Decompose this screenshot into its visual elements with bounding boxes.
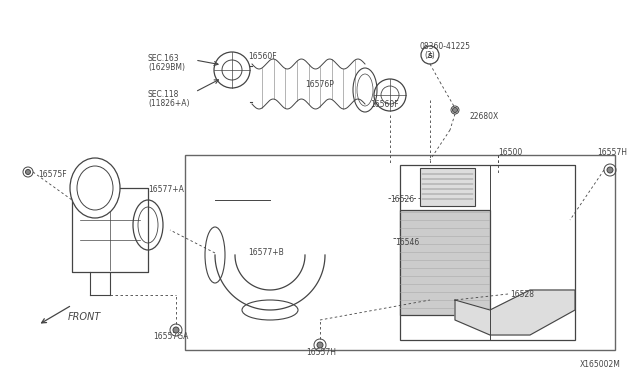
Text: S: S bbox=[428, 52, 433, 58]
Text: 16557GA: 16557GA bbox=[153, 332, 188, 341]
Bar bbox=[400, 210, 490, 315]
Circle shape bbox=[607, 167, 613, 173]
Text: 16577+B: 16577+B bbox=[248, 248, 284, 257]
Circle shape bbox=[23, 167, 33, 177]
Text: 16526: 16526 bbox=[390, 195, 414, 204]
Bar bbox=[420, 168, 475, 206]
Text: 16560F: 16560F bbox=[370, 100, 399, 109]
Text: X165002M: X165002M bbox=[580, 360, 621, 369]
Circle shape bbox=[173, 327, 179, 333]
Text: FRONT: FRONT bbox=[68, 312, 101, 322]
Text: 16546: 16546 bbox=[395, 238, 419, 247]
Text: 16557H: 16557H bbox=[597, 148, 627, 157]
Ellipse shape bbox=[70, 158, 120, 218]
Polygon shape bbox=[455, 290, 575, 335]
Circle shape bbox=[26, 170, 31, 174]
Circle shape bbox=[317, 342, 323, 348]
Text: 16557H: 16557H bbox=[306, 348, 336, 357]
Text: (11826+A): (11826+A) bbox=[148, 99, 189, 108]
Bar bbox=[185, 155, 615, 350]
Text: 16500: 16500 bbox=[498, 148, 522, 157]
Text: SEC.163: SEC.163 bbox=[148, 54, 180, 63]
Bar bbox=[400, 165, 575, 340]
Text: 08360-41225: 08360-41225 bbox=[420, 42, 471, 51]
Text: SEC.118: SEC.118 bbox=[148, 90, 179, 99]
Text: 16575F: 16575F bbox=[38, 170, 67, 179]
Text: (1629BM): (1629BM) bbox=[148, 63, 185, 72]
Text: 16560F: 16560F bbox=[248, 52, 276, 61]
Text: 16528: 16528 bbox=[510, 290, 534, 299]
Text: 16576P: 16576P bbox=[305, 80, 334, 89]
Circle shape bbox=[452, 108, 458, 112]
Text: (2): (2) bbox=[424, 51, 435, 60]
Text: 22680X: 22680X bbox=[470, 112, 499, 121]
Text: 16577+A: 16577+A bbox=[148, 185, 184, 194]
